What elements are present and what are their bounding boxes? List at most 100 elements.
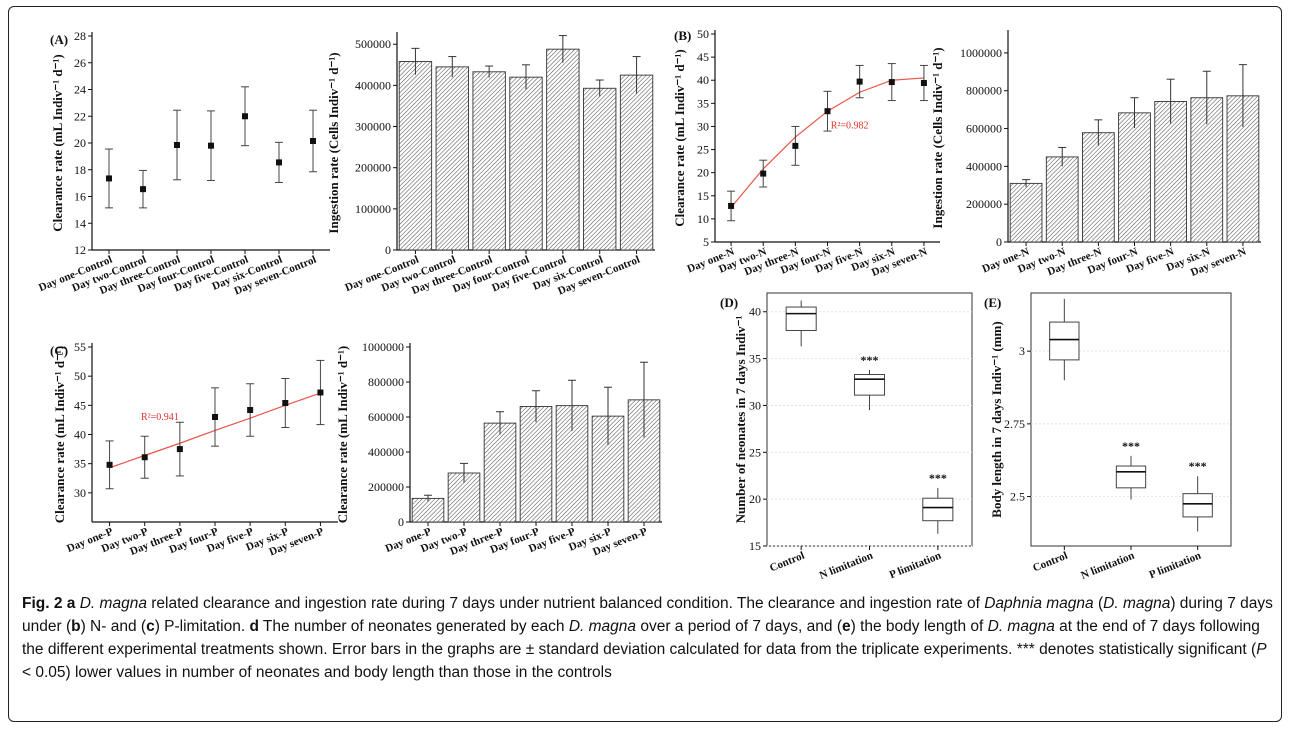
y-tick-label: 600000 <box>966 122 1002 136</box>
y-axis-label: Clearance rate (mL Indiv⁻¹ d⁻¹) <box>52 346 67 524</box>
y-tick-label: 40 <box>749 305 761 319</box>
data-point <box>106 461 113 468</box>
y-tick-label: 35 <box>74 457 86 471</box>
y-tick-label: 35 <box>749 352 761 366</box>
y-tick-label: 2.5 <box>1010 490 1025 504</box>
data-point <box>856 78 863 85</box>
chart-C2: 0 200000 400000 600000 800000 1000000 Clearanc… <box>335 340 662 558</box>
significance-marker: *** <box>1189 459 1207 473</box>
y-tick-label: 200000 <box>368 480 404 494</box>
bar <box>398 61 433 251</box>
x-category-label: Control <box>768 550 806 575</box>
data-point <box>282 400 289 406</box>
chart-B2: 0 200000 400000 600000 800000 1000000 Ingestio… <box>930 30 1261 279</box>
y-axis-label: Ingestion rate (Cells Indiv⁻¹ d⁻¹) <box>930 47 945 228</box>
figure-frame <box>8 6 1282 722</box>
bar <box>1154 101 1187 243</box>
panel-label: (A) <box>50 32 68 47</box>
x-category-label: P limitation <box>1148 550 1203 582</box>
data-point <box>247 407 254 413</box>
y-tick-label: 15 <box>697 189 709 203</box>
y-tick-label: 40 <box>697 73 709 87</box>
box <box>922 497 954 522</box>
y-tick-label: 30 <box>749 398 761 412</box>
bar <box>1082 132 1115 243</box>
y-tick-label: 30 <box>697 119 709 133</box>
data-point <box>310 137 316 144</box>
bar <box>1045 156 1079 243</box>
significance-marker: *** <box>1122 439 1140 453</box>
chart-A1: 12 14 16 18 20 22 24 26 28 Clearance rate (mL Ind… <box>37 29 330 298</box>
box <box>1049 321 1080 361</box>
y-tick-label: 55 <box>74 340 86 354</box>
figure-caption: Fig. 2 a D. magna related clearance and … <box>22 592 1277 684</box>
data-point <box>242 113 248 120</box>
y-tick-label: 100000 <box>355 202 391 216</box>
y-tick-label: 24 <box>74 83 86 97</box>
y-tick-label: 1000000 <box>960 46 1002 60</box>
bar <box>583 87 617 251</box>
caption-text-7: over a period of 7 days, and ( <box>636 618 842 635</box>
bar <box>546 48 580 251</box>
caption-text-2: ( <box>1093 595 1104 612</box>
y-tick-label: 0 <box>385 243 391 257</box>
data-point <box>174 142 180 149</box>
y-tick-label: 2.75 <box>1004 417 1025 431</box>
x-category-label: N limitation <box>1079 550 1136 582</box>
chart-B1: 5 10 15 20 25 30 35 40 45 50 Clearance rate (mL In… <box>672 27 940 279</box>
panel-label: (C) <box>50 343 68 358</box>
y-tick-label: 35 <box>697 96 709 110</box>
data-point <box>208 142 214 149</box>
data-point <box>920 79 927 86</box>
y-tick-label: 20 <box>749 492 761 506</box>
panel-label: (B) <box>674 28 691 43</box>
y-tick-label: 10 <box>697 212 709 226</box>
data-point <box>140 186 146 193</box>
y-axis-label: Clearance rate (mL Indiv⁻¹ d⁻¹) <box>50 54 65 232</box>
caption-text-1: related clearance and ingestion rate dur… <box>146 595 985 612</box>
y-tick-label: 200000 <box>966 197 1002 211</box>
bar <box>472 71 506 251</box>
data-point <box>728 202 735 209</box>
caption-letter-b: b <box>71 618 81 635</box>
caption-text-8: ) the body length of <box>850 618 988 635</box>
caption-species-4: D. magna <box>987 618 1055 635</box>
chart-E: 2.5 2.75 3 Body length in 7 days Indiv⁻¹ (m… <box>984 292 1232 582</box>
caption-text-6: The number of neonates generated by each <box>258 618 569 635</box>
y-tick-label: 28 <box>74 29 86 43</box>
y-tick-label: 45 <box>74 398 86 412</box>
figure-panels: 12 14 16 18 20 22 24 26 28 Clearance rate (mL Ind… <box>37 27 1261 582</box>
panel-label: (E) <box>984 295 1001 310</box>
r-squared-label: R²=0.941 <box>141 412 179 423</box>
y-axis-label: Number of neonates in 7 days Indiv⁻¹ <box>733 316 748 524</box>
chart-A2: 0 100000 200000 300000 400000 500000 Ingestion… <box>326 32 655 298</box>
y-tick-label: 50 <box>74 369 86 383</box>
r-squared-label: R²=0.982 <box>831 120 869 131</box>
data-point <box>141 454 148 461</box>
y-tick-label: 50 <box>697 27 709 41</box>
y-tick-label: 5 <box>703 235 709 249</box>
y-tick-label: 45 <box>697 50 709 64</box>
y-tick-label: 1000000 <box>362 340 404 354</box>
caption-species-1: D. magna <box>79 595 147 612</box>
caption-species-2: D. magna <box>1103 595 1171 612</box>
y-axis-label: Clearance rate (mL Indiv⁻¹ d⁻¹) <box>335 346 350 524</box>
y-tick-label: 400000 <box>368 445 404 459</box>
bar <box>435 66 469 251</box>
y-tick-label: 25 <box>749 445 761 459</box>
y-tick-label: 200000 <box>355 161 391 175</box>
caption-text-5: ) P-limitation. <box>154 618 250 635</box>
y-tick-label: 14 <box>74 216 86 230</box>
bar <box>483 422 517 523</box>
y-tick-label: 600000 <box>368 410 404 424</box>
data-point <box>212 414 218 420</box>
bar <box>619 74 654 251</box>
box <box>785 306 817 331</box>
y-tick-label: 0 <box>996 235 1002 249</box>
bar <box>1009 182 1043 243</box>
data-point <box>106 175 112 182</box>
y-tick-label: 400000 <box>355 78 391 92</box>
box <box>1115 465 1147 489</box>
caption-text-10: < 0.05) lower values in number of neonat… <box>22 664 612 681</box>
x-category-label: N limitation <box>818 550 875 582</box>
